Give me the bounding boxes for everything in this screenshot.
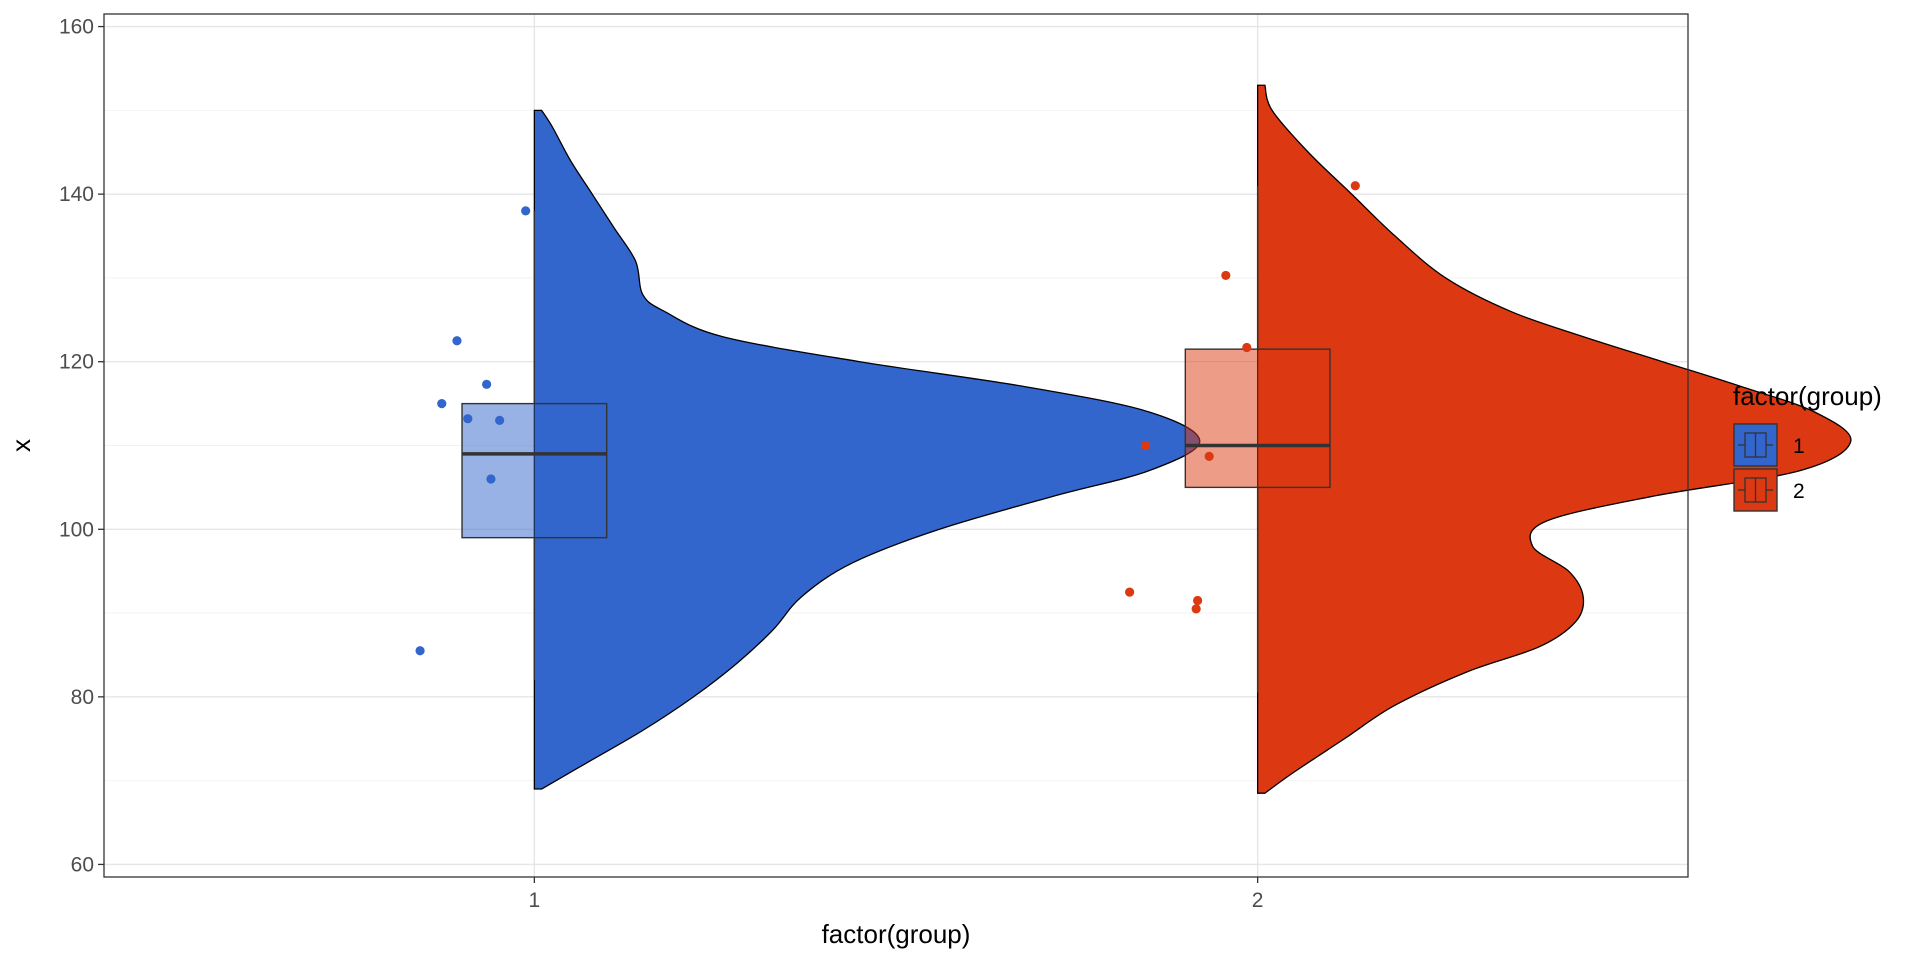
data-point-1 [486, 474, 496, 484]
data-point-2 [1193, 595, 1203, 606]
legend-label-1: 1 [1793, 435, 1805, 458]
grid-lines [104, 14, 1688, 877]
legend: factor(group) 1 2 [1733, 381, 1882, 512]
data-point-1 [521, 206, 531, 216]
y-axis-title: x [6, 439, 36, 452]
panel-border [103, 13, 1689, 878]
y-tick-label: 100 [59, 518, 94, 541]
data-point-2 [1191, 604, 1201, 614]
data-point-1 [415, 646, 425, 656]
legend-key-2: 2 [1733, 468, 1805, 512]
data-point-2 [1204, 451, 1214, 461]
data-point-1 [495, 415, 505, 425]
data-point-2 [1125, 587, 1135, 597]
data-point-2 [1350, 181, 1360, 191]
y-tick-label: 160 [59, 16, 94, 39]
x-axis-title: factor(group) [822, 919, 971, 949]
y-tick-label: 140 [59, 183, 94, 206]
density-cloud-2 [1256, 84, 1852, 794]
y-tick-label: 120 [59, 351, 94, 374]
density-cloud-1 [533, 109, 1201, 790]
legend-label-2: 2 [1793, 480, 1805, 503]
data-point-1 [452, 336, 462, 346]
legend-key-1: 1 [1733, 423, 1805, 467]
y-tick-label: 60 [71, 853, 94, 876]
legend-title: factor(group) [1733, 381, 1882, 411]
data-point-2 [1221, 270, 1231, 281]
y-tick-label: 80 [71, 686, 94, 709]
data-point-2 [1242, 342, 1252, 353]
data-point-2 [1140, 440, 1151, 451]
data-point-1 [437, 399, 447, 409]
data-point-1 [482, 379, 492, 389]
density-clouds [533, 84, 1852, 794]
x-tick-label: 1 [529, 889, 541, 912]
box-2 [1184, 348, 1331, 489]
data-points [415, 181, 1360, 656]
data-point-1 [463, 414, 473, 424]
y-axis: 60 80 100 120 140 160 [59, 16, 104, 876]
box-1 [461, 402, 608, 539]
box-plots [461, 185, 1331, 693]
x-tick-label: 2 [1252, 889, 1264, 912]
